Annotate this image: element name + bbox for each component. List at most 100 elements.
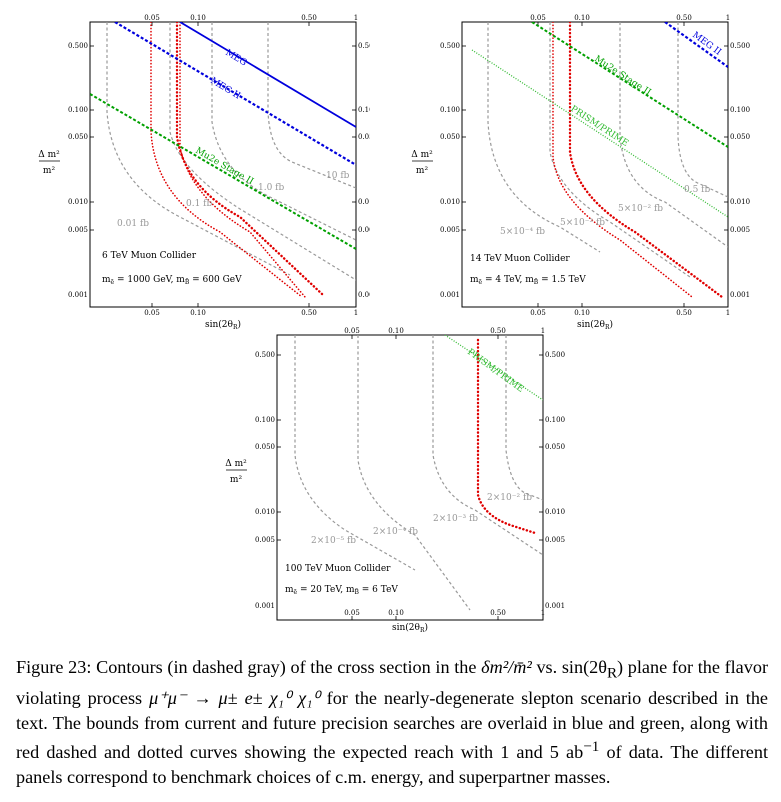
collider-label: 6 TeV Muon Collider: [102, 251, 197, 261]
x-tick-label: 0.05: [530, 309, 546, 317]
x-tick-label-top: 0.50: [676, 14, 692, 22]
contour-label: 0.1 fb: [186, 199, 213, 209]
collider-label: 100 TeV Muon Collider: [285, 564, 391, 574]
bound-label-prism: PRISM/PRIME: [465, 347, 525, 394]
y-tick-label: 0.500: [440, 42, 460, 50]
contour-10fb: [267, 22, 356, 189]
y-axis-title: Δ m² m²: [38, 150, 60, 176]
y-tick-label: 0.050: [68, 133, 88, 141]
contour-label: 2×10⁻³ fb: [433, 514, 478, 524]
contour-5e-3fb: [549, 22, 691, 278]
bound-meg2: [114, 22, 356, 166]
contour-label: 0.5 fb: [684, 185, 711, 195]
contour-label: 5×10⁻² fb: [618, 204, 663, 214]
y-axis-title: Δ m² m²: [225, 459, 247, 485]
contour-label: 5×10⁻³ fb: [560, 218, 605, 228]
y-tick-label: 0.005: [68, 226, 88, 234]
contour-2e-5fb: [294, 335, 416, 571]
y-tick-label-right: 0.050: [545, 443, 565, 451]
contour-label: 0.01 fb: [117, 219, 149, 229]
y-tick-label-right: 0.005: [358, 226, 370, 234]
svg-text:Δ m²: Δ m²: [411, 150, 433, 160]
y-tick-label-right: 0.500: [545, 351, 565, 359]
caption-math: μ⁺μ⁻ → μ± e± χ₁⁰ χ₁⁰: [149, 688, 320, 709]
x-tick-label-top: 0.10: [574, 14, 590, 22]
x-tick-label: 0.50: [301, 309, 317, 317]
mass-label: mẽ = 4 TeV, mB̃ = 1.5 TeV: [470, 275, 586, 286]
reach-1ab-dashed: [568, 22, 724, 299]
svg-text:m²: m²: [416, 166, 429, 176]
caption-text: of data. The different panels correspond…: [16, 742, 768, 788]
x-axis-title: sin(2θR): [392, 622, 428, 634]
x-tick-label-top: 0.10: [388, 327, 404, 335]
x-tick-label-top: 0.50: [490, 327, 506, 335]
svg-text:Δ m²: Δ m²: [38, 150, 60, 160]
caption-superscript: −1: [583, 738, 600, 756]
x-tick-label: 0.50: [676, 309, 692, 317]
panel-14tev: 0.500 0.100 0.050 0.010 0.005 0.001 0.50…: [411, 14, 750, 330]
contour-5e-2fb: [619, 22, 728, 248]
bound-mu2e: [531, 22, 728, 148]
y-tick-label: 0.050: [255, 443, 275, 451]
bound-meg2: [664, 22, 728, 68]
caption-text: for the nearly-degenerate slepton scenar…: [16, 688, 768, 763]
y-axis-title: Δ m² m²: [411, 150, 433, 176]
y-tick-label-right: 0.500: [730, 42, 750, 50]
panel-6tev: 0.500 0.100 0.050 0.010 0.005 0.001 0.5 0…: [38, 14, 370, 330]
contour-5e-4fb: [487, 22, 601, 253]
x-tick-label: 0.05: [344, 609, 360, 617]
svg-text:Δ m²: Δ m²: [225, 459, 247, 469]
svg-text:m²: m²: [43, 166, 56, 176]
reach-1ab-dashed: [476, 338, 537, 535]
reach-5ab-dotted: [552, 22, 693, 298]
panel-6tev-frame: [89, 21, 357, 308]
bound-label-meg2: MEG II: [208, 76, 242, 102]
mass-label: mẽ = 20 TeV, mB̃ = 6 TeV: [285, 585, 398, 596]
contour-2e-3fb: [432, 335, 543, 556]
bound-meg: [179, 22, 356, 128]
svg-text:m²: m²: [230, 475, 243, 485]
caption-math: δm²/m̄²: [481, 657, 532, 677]
bound-label-mu2e: Mu2e Stage II: [194, 146, 256, 187]
collider-label: 14 TeV Muon Collider: [470, 254, 570, 264]
y-tick-label: 0.001: [68, 291, 88, 299]
y-tick-label: 0.005: [440, 226, 460, 234]
y-tick-label-right: 0.005: [545, 536, 565, 544]
y-tick-label-right: 0.010: [545, 508, 565, 516]
bound-label-prism: PRISM/PRIME: [568, 104, 630, 149]
y-tick-label-right: 0.050: [730, 133, 750, 141]
reach-1ab-inner: [179, 22, 306, 298]
x-tick-label-top: 0.05: [530, 14, 546, 22]
y-tick-label: 0.100: [440, 106, 460, 114]
y-tick-label: 0.010: [440, 198, 460, 206]
panel-14tev-frame: [461, 21, 729, 308]
bound-mu2e: [90, 93, 356, 250]
contour-label: 10 fb: [326, 171, 350, 181]
caption-text: ) plane for the flavor violating process: [16, 657, 768, 709]
x-tick-label-top: 0.05: [144, 14, 160, 22]
tick-marks: [277, 335, 543, 620]
contour-label: 2×10⁻² fb: [487, 493, 532, 503]
y-tick-label-right: 0.005: [730, 226, 750, 234]
bound-label-mu2e: Mu2e Stage II: [592, 54, 652, 98]
x-tick-label: 1: [726, 309, 730, 317]
caption-text: vs. sin(2θ: [531, 657, 607, 677]
x-tick-label: 0.50: [490, 609, 506, 617]
contour-0.1fb: [169, 22, 356, 281]
y-tick-label: 0.001: [440, 291, 460, 299]
y-tick-label-right: 0.010: [358, 198, 370, 206]
x-tick-label: 1: [354, 309, 358, 317]
y-tick-label-right: 0.100: [358, 106, 370, 114]
x-tick-label: 0.10: [388, 609, 404, 617]
y-tick-label: 0.010: [255, 508, 275, 516]
x-tick-label: 1: [541, 609, 545, 617]
contour-0.01fb: [106, 22, 291, 276]
y-tick-label: 0.500: [255, 351, 275, 359]
x-tick-label-top: 0.50: [301, 14, 317, 22]
x-tick-label-top: 0.10: [190, 14, 206, 22]
figure-number: Figure 23:: [16, 657, 92, 677]
contour-2e-2fb: [505, 335, 543, 501]
tick-marks: [90, 22, 356, 307]
x-axis-title: sin(2θR): [205, 319, 241, 330]
panel-100tev-frame: [276, 334, 544, 621]
